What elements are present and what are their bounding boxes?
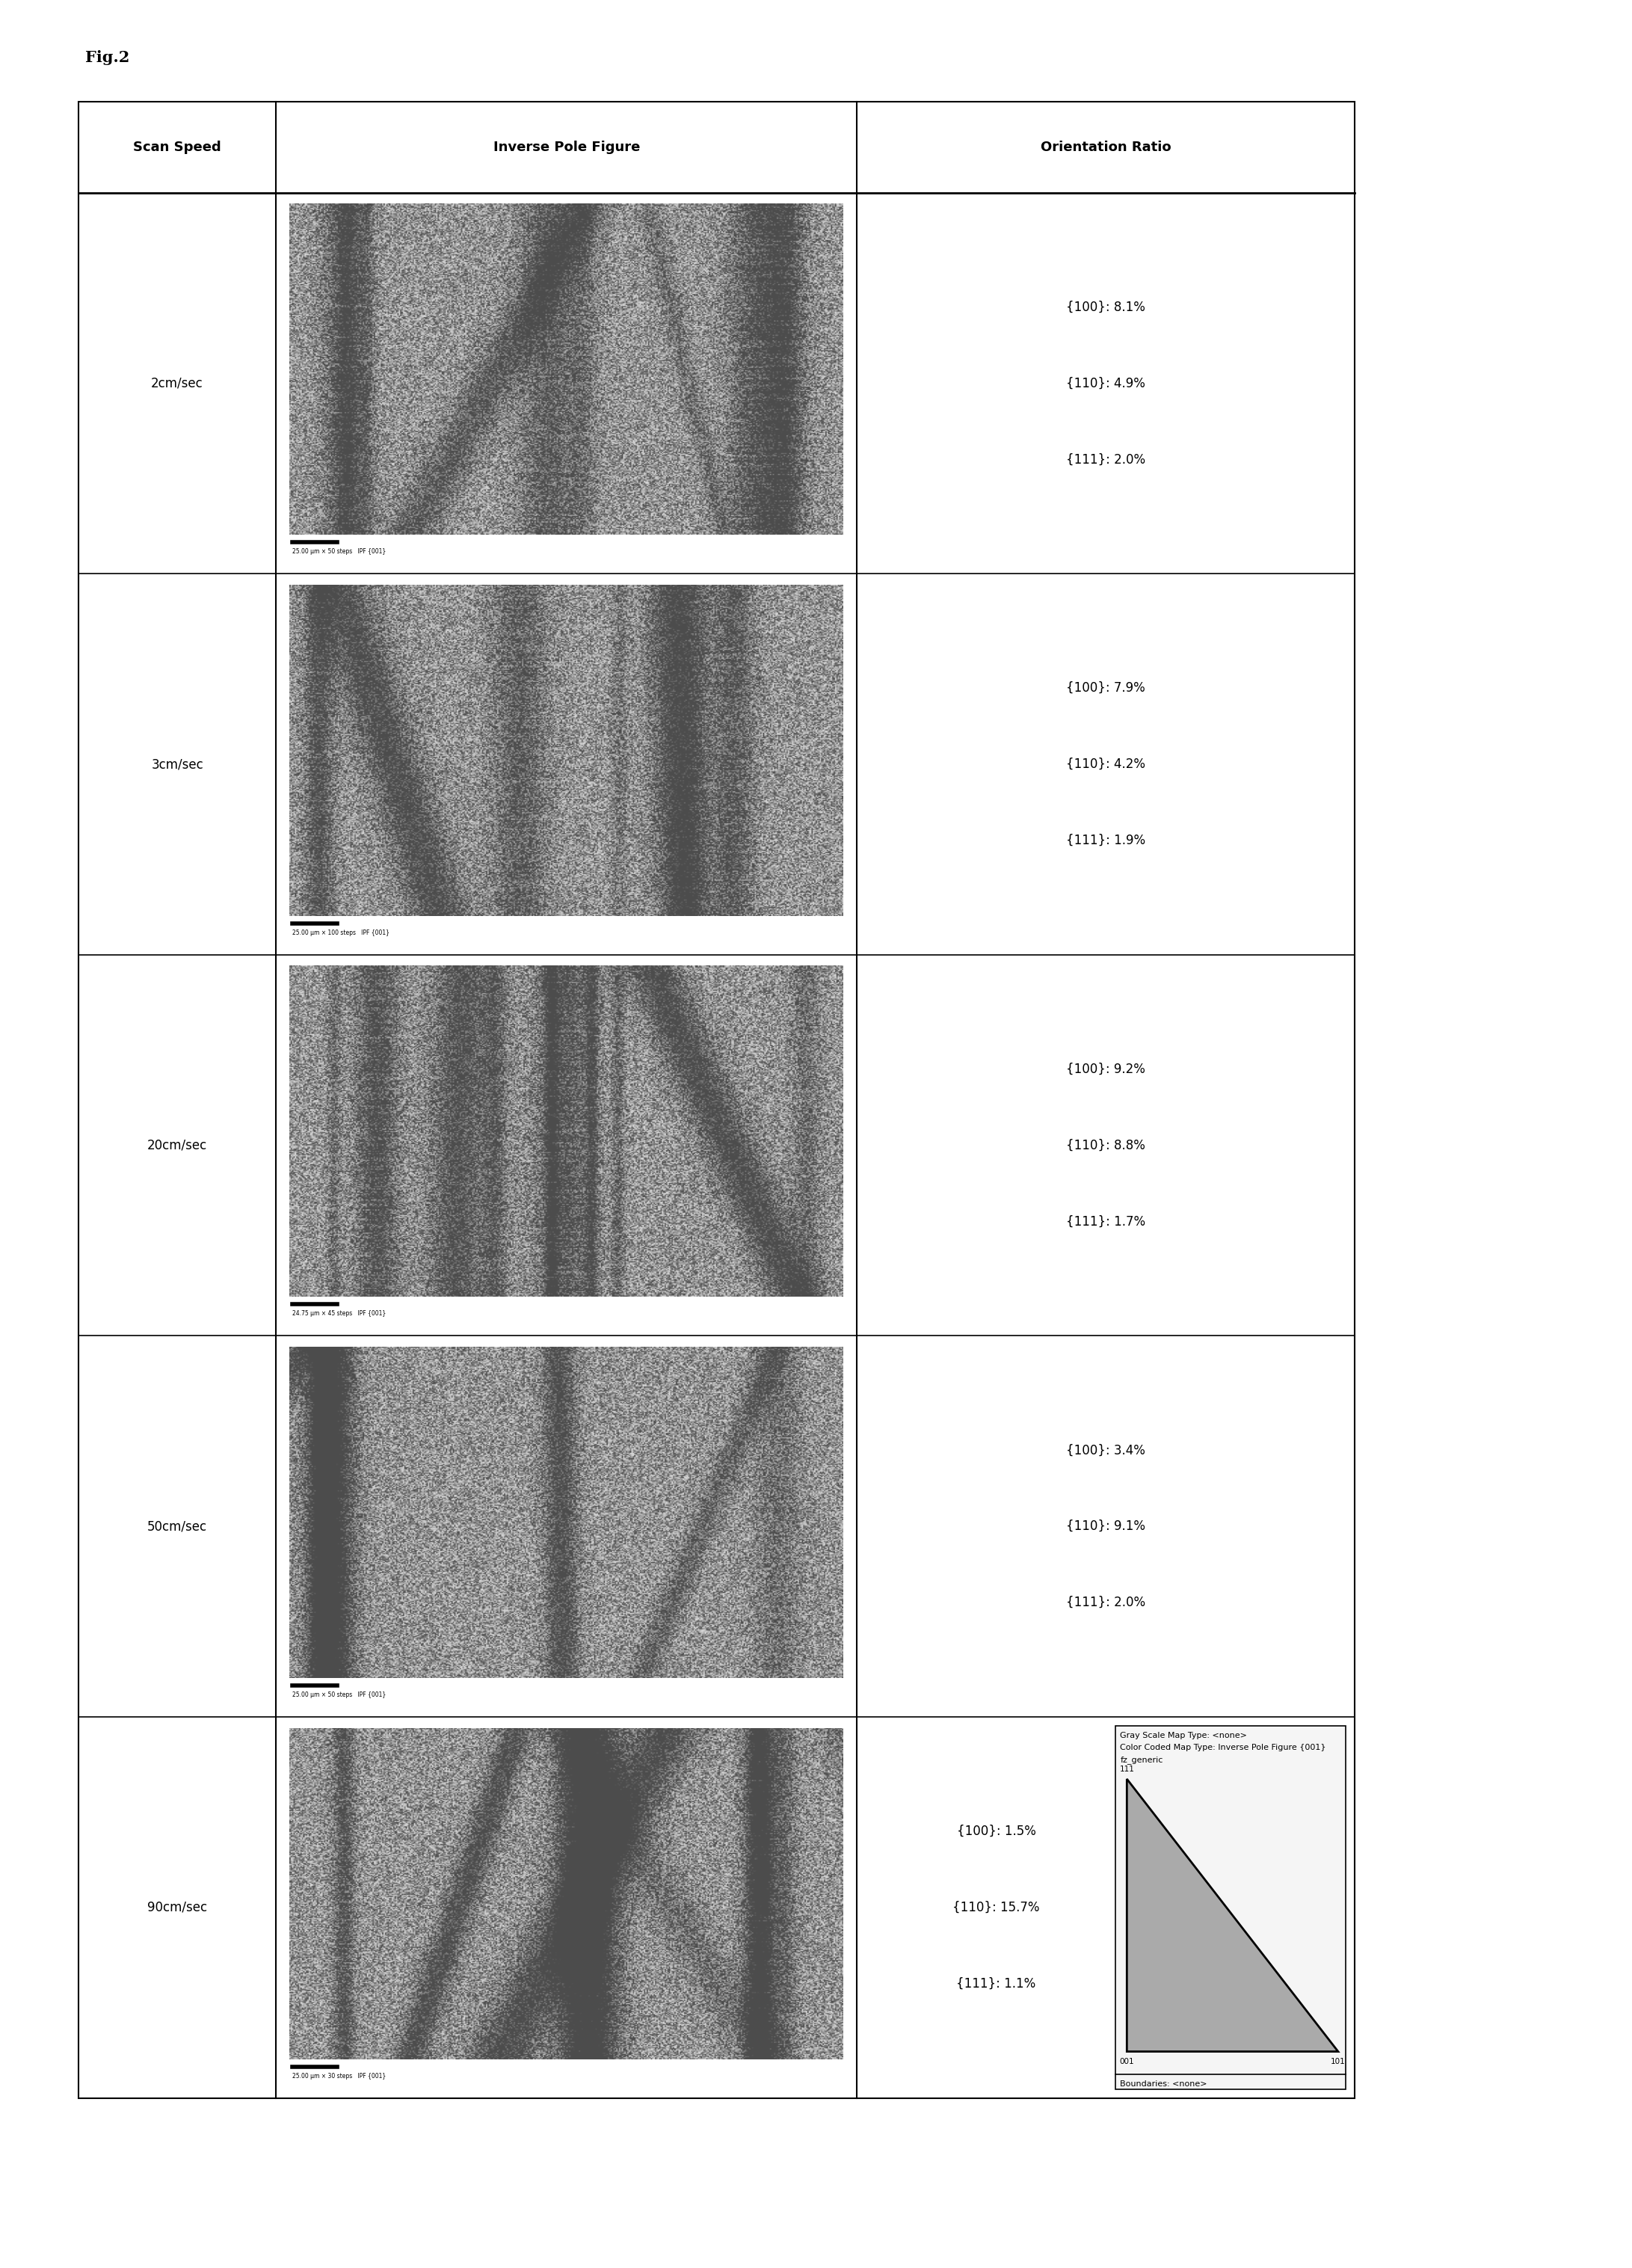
Text: {100}: 7.9%: {100}: 7.9% [1066, 680, 1146, 694]
Text: 25.00 μm × 50 steps   IPF {001}: 25.00 μm × 50 steps IPF {001} [292, 549, 387, 556]
Text: Gray Scale Map Type: <none>: Gray Scale Map Type: <none> [1120, 1733, 1247, 1740]
Text: Fig.2: Fig.2 [85, 50, 129, 66]
Text: 001: 001 [1120, 2057, 1134, 2064]
Text: {100}: 3.4%: {100}: 3.4% [1066, 1442, 1146, 1456]
Text: {100}: 8.1%: {100}: 8.1% [1066, 299, 1146, 313]
Text: Color Coded Map Type: Inverse Pole Figure {001}: Color Coded Map Type: Inverse Pole Figur… [1120, 1744, 1327, 1751]
Text: 50cm/sec: 50cm/sec [147, 1520, 207, 1533]
Text: 2cm/sec: 2cm/sec [152, 376, 204, 390]
Text: {110}: 15.7%: {110}: 15.7% [953, 1901, 1040, 1914]
Text: {110}: 4.2%: {110}: 4.2% [1066, 758, 1146, 771]
Text: 25.00 μm × 50 steps   IPF {001}: 25.00 μm × 50 steps IPF {001} [292, 1692, 387, 1699]
Text: {100}: 1.5%: {100}: 1.5% [956, 1823, 1036, 1837]
Text: Orientation Ratio: Orientation Ratio [1041, 141, 1172, 154]
Text: {111}: 1.1%: {111}: 1.1% [956, 1978, 1036, 1991]
Text: Inverse Pole Figure: Inverse Pole Figure [493, 141, 640, 154]
Text: {110}: 4.9%: {110}: 4.9% [1066, 376, 1146, 390]
Text: Boundaries: <none>: Boundaries: <none> [1120, 2080, 1208, 2087]
Text: 25.00 μm × 30 steps   IPF {001}: 25.00 μm × 30 steps IPF {001} [292, 2073, 387, 2080]
Text: 101: 101 [1330, 2057, 1345, 2064]
Text: {100}: 9.2%: {100}: 9.2% [1066, 1061, 1146, 1075]
Text: {110}: 9.1%: {110}: 9.1% [1066, 1520, 1146, 1533]
Text: 24.75 μm × 45 steps   IPF {001}: 24.75 μm × 45 steps IPF {001} [292, 1311, 387, 1318]
Text: 3cm/sec: 3cm/sec [152, 758, 204, 771]
Bar [78, 102, 1355, 2098]
Text: 20cm/sec: 20cm/sec [147, 1139, 207, 1152]
Text: 111: 111 [1120, 1765, 1134, 1774]
Text: {110}: 8.8%: {110}: 8.8% [1066, 1139, 1146, 1152]
Bar [1116, 1726, 1346, 2089]
Text: {111}: 1.7%: {111}: 1.7% [1066, 1216, 1146, 1229]
Text: {111}: 2.0%: {111}: 2.0% [1066, 1597, 1146, 1610]
Text: 90cm/sec: 90cm/sec [147, 1901, 207, 1914]
Text: fz_generic: fz_generic [1120, 1755, 1164, 1765]
Text: Scan Speed: Scan Speed [134, 141, 222, 154]
Text: {111}: 1.9%: {111}: 1.9% [1066, 835, 1146, 848]
Text: {111}: 2.0%: {111}: 2.0% [1066, 454, 1146, 467]
Polygon shape [1126, 1778, 1338, 2053]
Text: 25.00 μm × 100 steps   IPF {001}: 25.00 μm × 100 steps IPF {001} [292, 930, 390, 937]
